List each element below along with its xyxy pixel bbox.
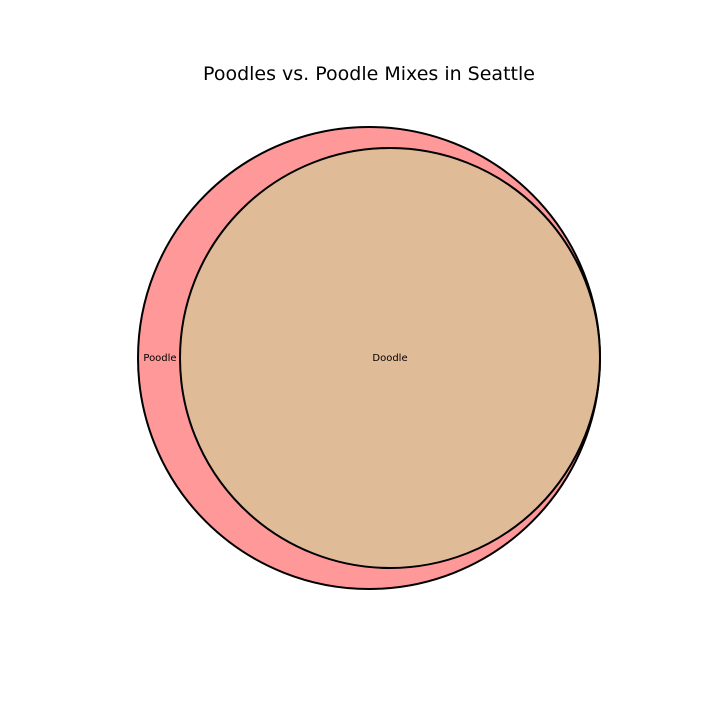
poodle-label: Poodle xyxy=(143,353,176,364)
diagram-title: Poodles vs. Poodle Mixes in Seattle xyxy=(203,63,535,85)
doodle-circle xyxy=(179,147,601,569)
doodle-label: Doodle xyxy=(372,353,407,364)
